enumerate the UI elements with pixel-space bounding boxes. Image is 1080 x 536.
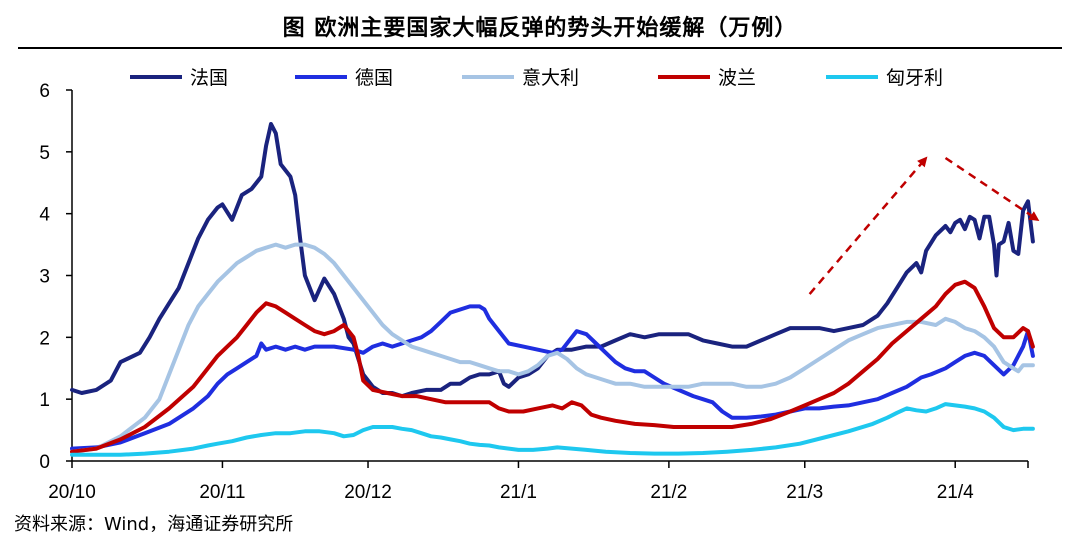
y-tick-label: 0 [39, 452, 50, 473]
x-tick-label: 21/2 [650, 482, 687, 503]
source-note: 资料来源：Wind，海通证券研究所 [14, 514, 294, 535]
x-tick-labels: 20/10 20/11 20/12 21/1 21/2 21/3 21/4 [48, 461, 1029, 503]
x-tick-label: 21/4 [937, 482, 974, 503]
y-tick-label: 5 [39, 143, 50, 164]
x-tick-label: 20/11 [199, 482, 245, 503]
legend-label: 意大利 [522, 67, 579, 89]
x-tick-label: 20/10 [48, 482, 96, 503]
title-rule [18, 47, 1062, 49]
series-line-匈牙利 [70, 402, 1035, 457]
y-tick-label: 4 [39, 205, 50, 226]
y-tick-label: 2 [39, 328, 50, 349]
legend-label: 波兰 [718, 67, 756, 89]
trend-arrow [944, 156, 1040, 221]
series-line-法国 [70, 122, 1035, 399]
y-tick-label: 3 [39, 267, 50, 288]
trend-arrows [808, 156, 1040, 295]
x-tick-label: 20/12 [344, 482, 392, 503]
y-tick-labels: 0 1 2 3 4 5 6 [39, 81, 72, 473]
trend-arrow [808, 156, 928, 295]
legend-label: 匈牙利 [886, 67, 943, 89]
x-tick-label: 21/3 [786, 482, 823, 503]
legend-label: 德国 [355, 67, 393, 89]
series-line-意大利 [70, 242, 1035, 454]
legend: 法国 德国 意大利 波兰 匈牙利 [130, 67, 943, 89]
x-tick-label: 21/1 [500, 482, 537, 503]
series-line-德国 [70, 304, 1035, 451]
series-line-波兰 [70, 279, 1035, 454]
legend-label: 法国 [190, 67, 228, 89]
chart-title: 图 欧洲主要国家大幅反弹的势头开始缓解（万例） [282, 16, 798, 41]
series-lines [70, 122, 1035, 457]
y-tick-label: 6 [39, 81, 50, 102]
y-tick-label: 1 [39, 390, 50, 411]
